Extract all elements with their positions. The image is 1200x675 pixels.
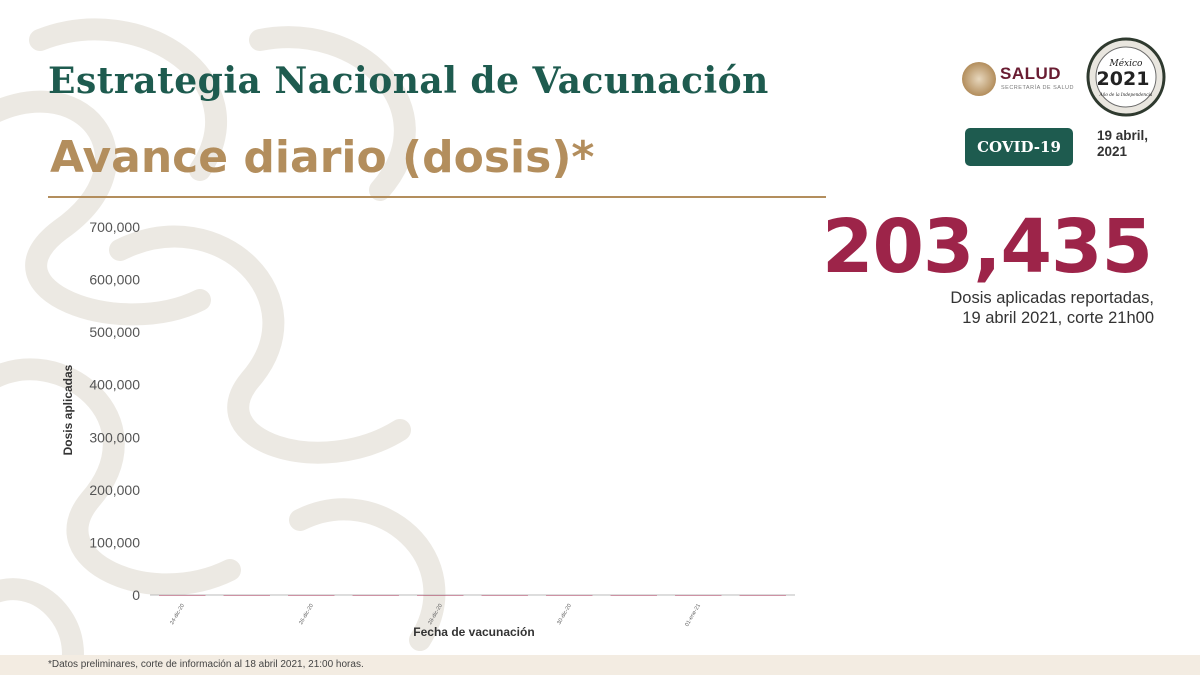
report-date-line2: 2021 (1097, 144, 1128, 159)
y-tick-label: 600,000 (89, 272, 140, 288)
bar (739, 594, 786, 596)
x-tick-label: 28-dic-20 (427, 603, 444, 626)
bar (159, 595, 206, 596)
daily-doses-bar-chart: 0 100,000 200,000 300,000 400,000 500,000 600,… (61, 219, 795, 639)
bar (288, 595, 335, 596)
headline-description: Dosis aplicadas reportadas, 19 abril 202… (894, 288, 1154, 328)
x-tick-label: 24-dic-20 (169, 603, 186, 626)
bar (481, 595, 528, 596)
y-axis-title: Dosis aplicadas (61, 364, 75, 455)
emblem-text-year: 2021 (1097, 68, 1150, 90)
page-title: Estrategia Nacional de Vacunación (48, 60, 769, 102)
x-tick-label: 26-dic-20 (298, 603, 315, 626)
covid-badge: COVID-19 (965, 128, 1073, 166)
bar (675, 595, 722, 596)
y-tick-label: 200,000 (89, 482, 140, 498)
x-axis-title: Fecha de vacunación (413, 625, 534, 639)
salud-name: SALUD (1000, 64, 1062, 83)
x-tick-label: 01-ene-21 (684, 603, 702, 628)
bar (546, 595, 593, 596)
x-tick-label: 30-dic-20 (556, 603, 573, 626)
footnote: *Datos preliminares, corte de informació… (48, 659, 364, 670)
bar (223, 595, 270, 596)
report-date-line1: 19 abril, (1097, 128, 1149, 143)
coat-of-arms-icon (962, 62, 996, 96)
bar (352, 595, 399, 596)
bar (610, 595, 657, 596)
title-divider (48, 196, 826, 198)
y-tick-label: 500,000 (89, 324, 140, 340)
headline-desc-line1: Dosis aplicadas reportadas, (950, 289, 1154, 307)
y-tick-label: 700,000 (89, 219, 140, 235)
report-date: 19 abril, 2021 (1097, 128, 1177, 160)
y-tick-label: 300,000 (89, 429, 140, 445)
y-tick-label: 400,000 (89, 377, 140, 393)
bar (417, 595, 464, 596)
emblem-text-mexico: México (1109, 58, 1144, 69)
background-pattern (0, 18, 446, 675)
independence-2021-emblem-icon: México 2021 Año de la Independencia (1086, 37, 1166, 117)
y-tick-label: 0 (132, 587, 140, 603)
emblem-text-caption: Año de la Independencia (1099, 92, 1153, 97)
salud-logo: SALUD SECRETARÍA DE SALUD (962, 60, 1074, 100)
headline-desc-line2: 19 abril 2021, corte 21h00 (962, 309, 1154, 327)
page-subtitle: Avance diario (dosis)* (50, 132, 595, 183)
y-tick-label: 100,000 (89, 534, 140, 550)
salud-subtitle: SECRETARÍA DE SALUD (1001, 85, 1074, 91)
headline-dose-count: 203,435 (821, 204, 1153, 290)
footer-bar: *Datos preliminares, corte de informació… (0, 655, 1200, 675)
